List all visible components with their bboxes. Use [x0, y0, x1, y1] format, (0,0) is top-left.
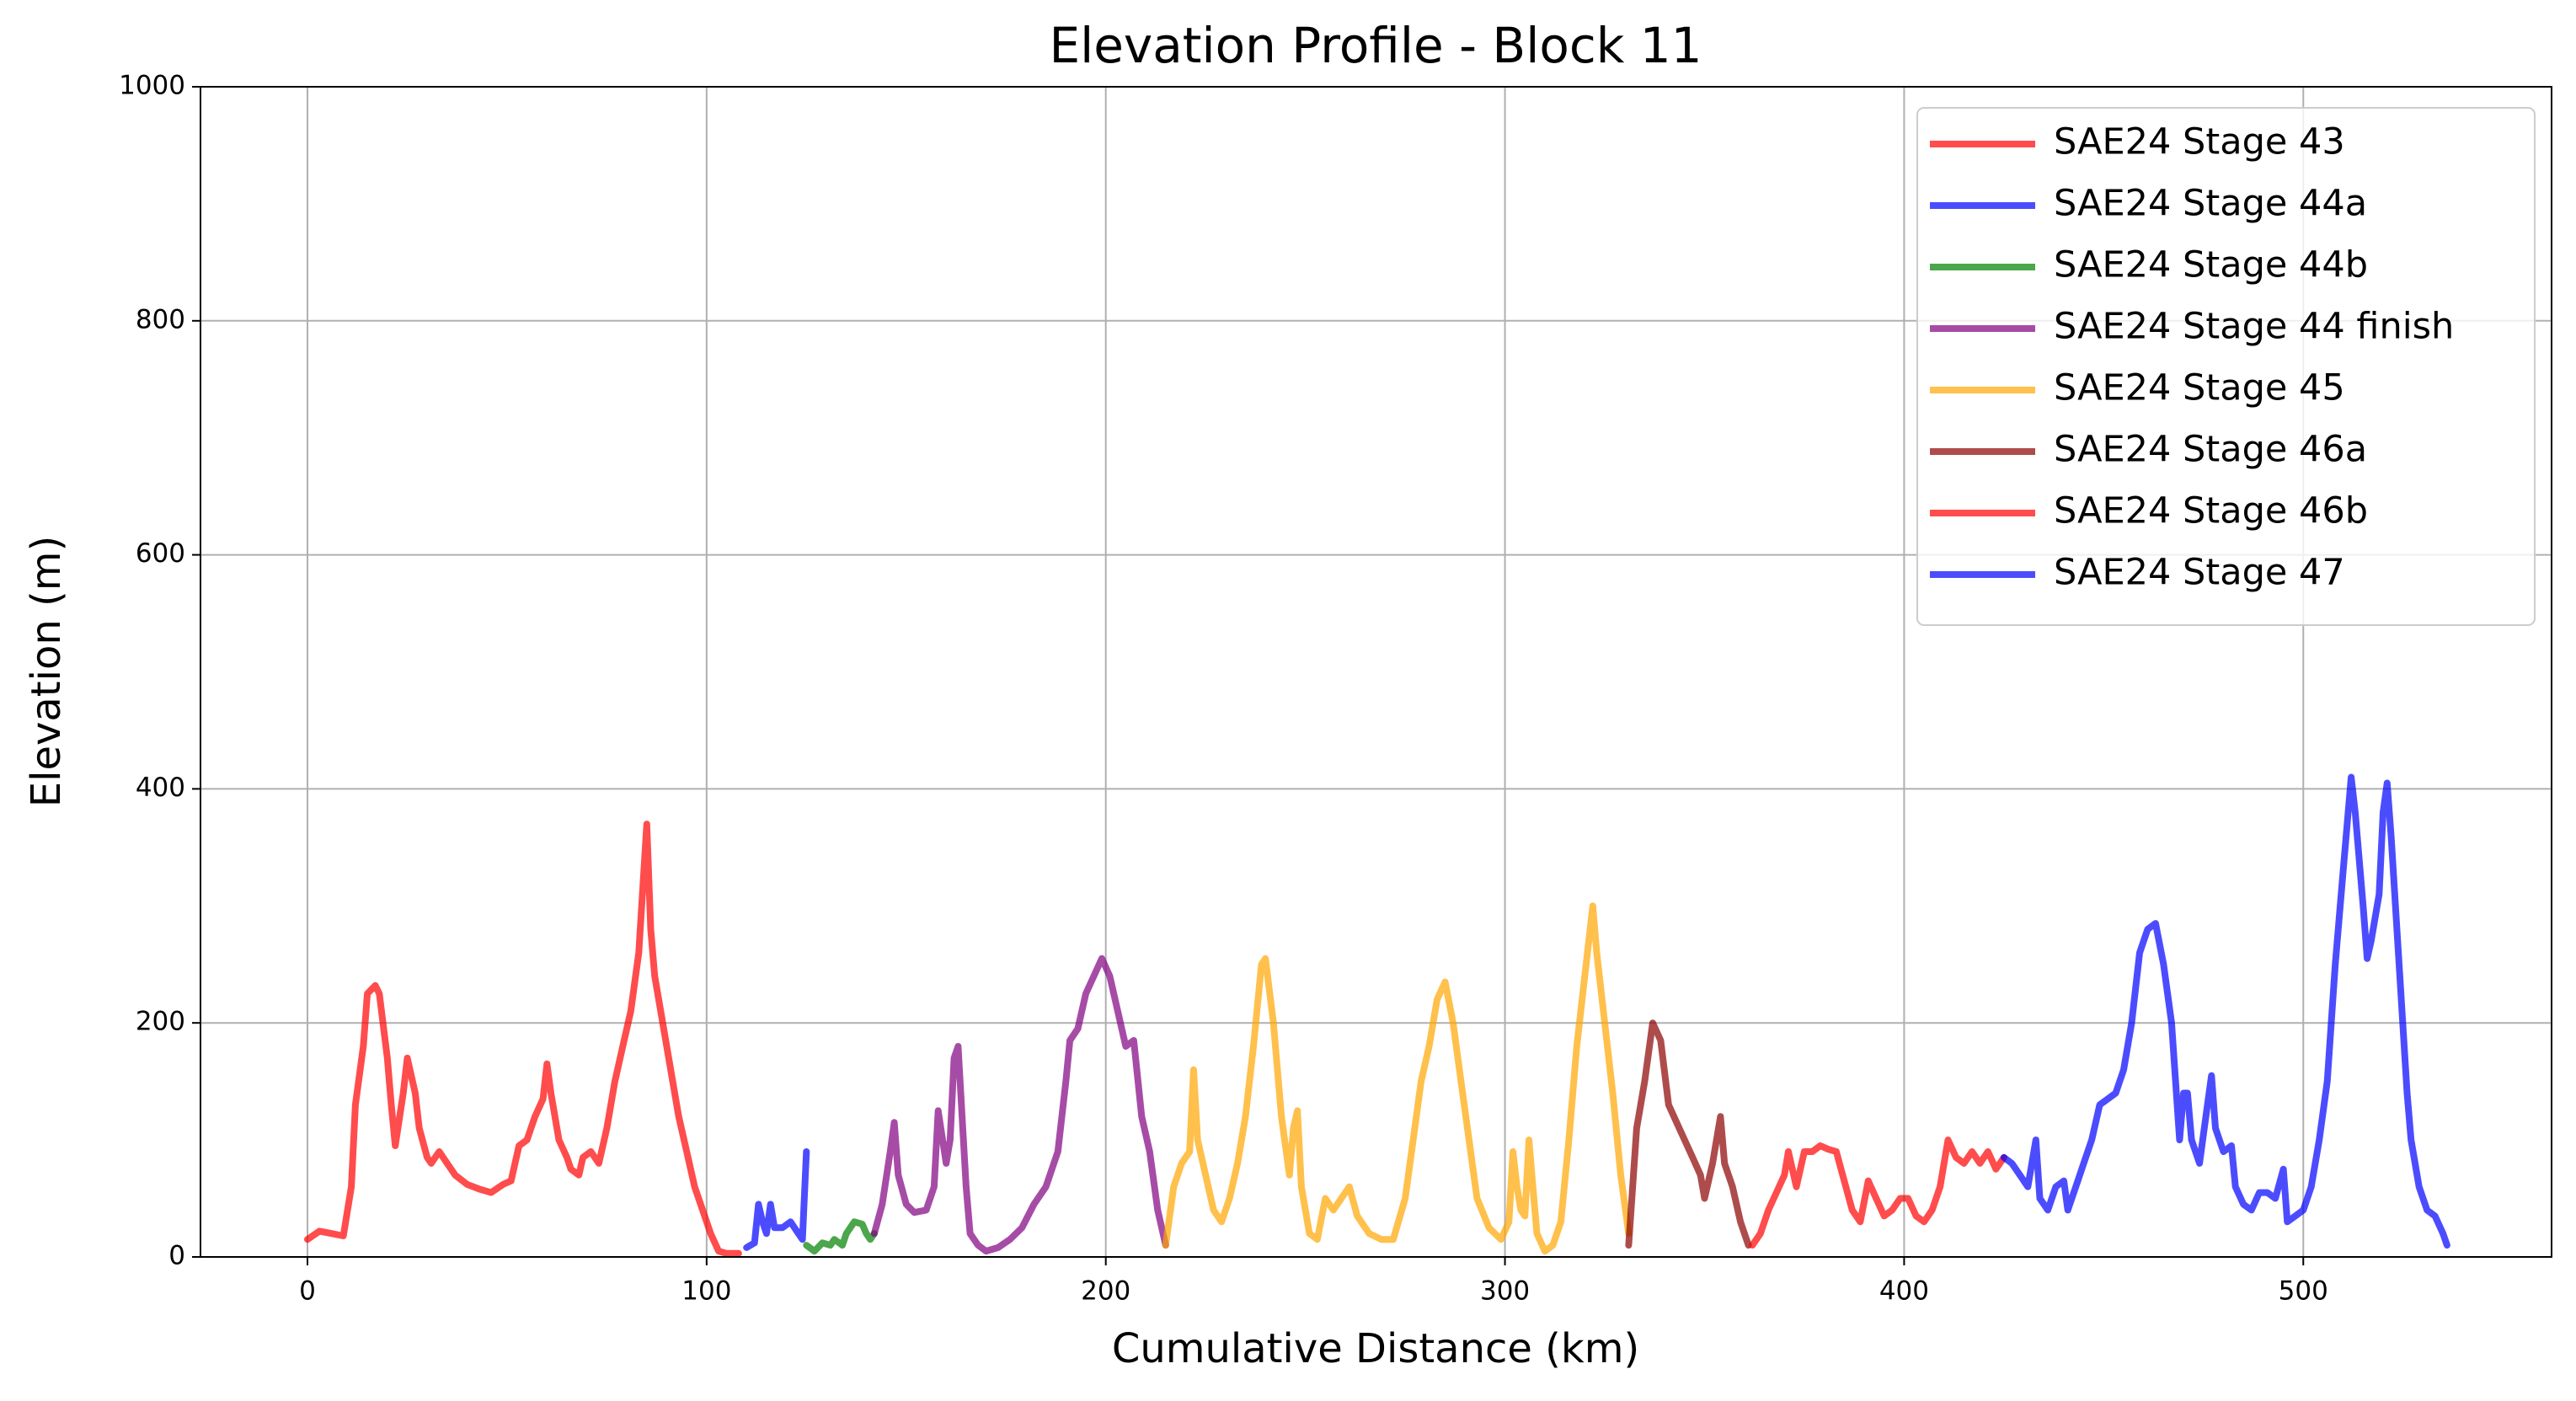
legend-box — [1916, 107, 2536, 626]
x-tick-label: 500 — [2279, 1276, 2328, 1307]
elevation-line — [2000, 773, 2450, 1249]
elevation-line — [743, 1148, 810, 1251]
legend-label: SAE24 Stage 44 finish — [2054, 306, 2454, 348]
elevation-line — [803, 1218, 878, 1255]
plot-frame — [200, 86, 2552, 1258]
legend-label: SAE24 Stage 46a — [2054, 429, 2367, 471]
elevation-line — [304, 821, 742, 1257]
y-axis-label: Elevation (m) — [23, 536, 70, 807]
elevation-line — [870, 954, 1169, 1255]
y-tick-label: 600 — [136, 538, 185, 569]
x-tick-label: 400 — [1879, 1276, 1929, 1307]
legend-label: SAE24 Stage 44a — [2054, 183, 2367, 225]
x-tick-label: 300 — [1480, 1276, 1530, 1307]
legend-label: SAE24 Stage 46b — [2054, 490, 2368, 532]
x-tick-label: 0 — [299, 1276, 316, 1307]
legend: SAE24 Stage 43 SAE24 Stage 44a SAE24 Stage… — [1916, 107, 2536, 626]
elevation-line — [1162, 902, 1633, 1255]
y-tick-label: 400 — [136, 773, 185, 803]
legend-label: SAE24 Stage 47 — [2054, 552, 2345, 594]
legend-label: SAE24 Stage 43 — [2054, 121, 2345, 163]
y-tick-label: 200 — [136, 1007, 185, 1037]
x-tick-label: 200 — [1081, 1276, 1130, 1307]
y-tick-label: 800 — [136, 304, 185, 334]
elevation-line — [1749, 1136, 2007, 1249]
y-tick-label: 0 — [168, 1241, 185, 1271]
legend-label: SAE24 Stage 45 — [2054, 367, 2345, 409]
legend-label: SAE24 Stage 44b — [2054, 244, 2368, 286]
x-axis-label: Cumulative Distance (km) — [1112, 1325, 1639, 1372]
chart-title: Elevation Profile - Block 11 — [1049, 17, 1702, 74]
y-tick-label: 1000 — [119, 71, 185, 101]
elevation-line — [1625, 1019, 1752, 1249]
x-tick-label: 100 — [681, 1276, 731, 1307]
